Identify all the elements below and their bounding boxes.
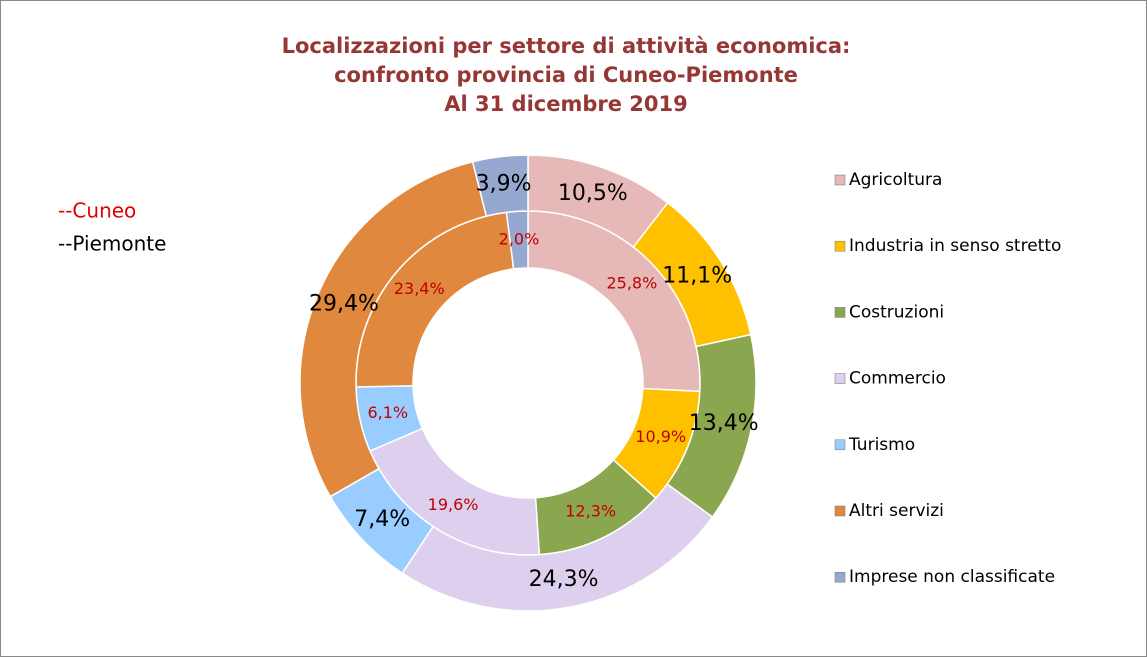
legend-swatch [834, 174, 846, 186]
legend-label: Imprese non classificate [849, 567, 1055, 587]
legend-label: Industria in senso stretto [849, 236, 1061, 256]
chart-title: Al 31 dicembre 2019 [444, 92, 688, 116]
legend-label: Altri servizi [849, 501, 944, 521]
series-legend: --Cuneo [58, 199, 136, 223]
data-label: 11,1% [662, 263, 732, 288]
data-label: 13,4% [689, 411, 759, 436]
data-label: 6,1% [367, 403, 408, 422]
data-label: 3,9% [476, 171, 532, 196]
chart-title: confronto provincia di Cuneo-Piemonte [334, 63, 798, 87]
legend-swatch [834, 373, 846, 384]
data-label: 10,5% [558, 181, 628, 206]
chart-title: Localizzazioni per settore di attività e… [282, 34, 851, 58]
legend-swatch [834, 439, 846, 451]
data-label: 25,8% [606, 274, 657, 293]
legend-label: Commercio [849, 369, 946, 389]
data-label: 23,4% [394, 279, 445, 298]
series-legend: --Piemonte [58, 232, 166, 256]
legend-swatch [834, 307, 846, 318]
legend-label: Costruzioni [849, 302, 944, 322]
data-label: 10,9% [635, 427, 686, 446]
data-label: 24,3% [529, 567, 599, 592]
data-label: 12,3% [565, 502, 616, 521]
legend-swatch [834, 240, 846, 252]
legend-label: Turismo [848, 435, 915, 455]
legend-swatch [834, 505, 846, 517]
data-label: 29,4% [309, 292, 379, 317]
legend-swatch [834, 571, 846, 583]
data-label: 19,6% [428, 495, 479, 514]
data-label: 2,0% [499, 229, 540, 248]
donut-segment [471, 154, 529, 218]
legend-label: Agricoltura [849, 170, 942, 190]
data-label: 7,4% [354, 507, 410, 532]
